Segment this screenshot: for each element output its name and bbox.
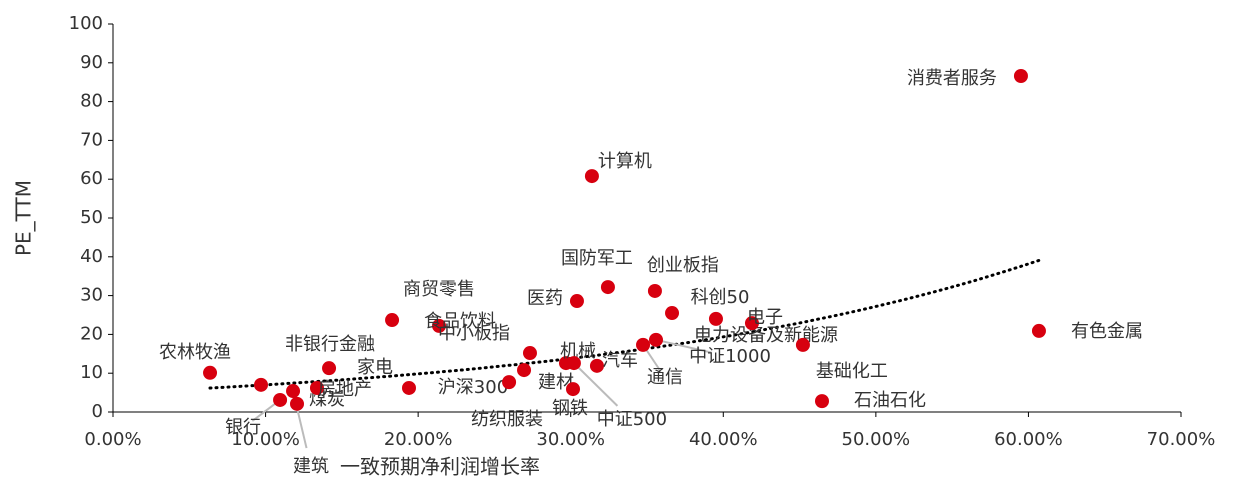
point	[286, 384, 301, 399]
point	[584, 169, 599, 184]
x-tick-label: 60.00%	[994, 429, 1063, 450]
point-label: 建材	[538, 372, 574, 393]
point	[566, 356, 581, 371]
point-label: 石油石化	[854, 390, 926, 411]
y-tick-label: 40	[80, 246, 103, 267]
point-label: 汽车	[602, 350, 638, 371]
point-label: 科创50	[691, 287, 750, 308]
point	[566, 382, 581, 397]
y-axis-title: PE_TTM	[12, 180, 36, 256]
y-tick-label: 0	[92, 401, 103, 422]
point-label: 创业板指	[647, 255, 719, 276]
point	[1013, 68, 1028, 83]
y-tick-label: 50	[80, 207, 103, 228]
x-tick-label: 0.00%	[84, 429, 141, 450]
point-label: 机械	[560, 341, 596, 362]
point-label: 有色金属	[1071, 321, 1143, 342]
point	[522, 346, 537, 361]
x-tick-label: 40.00%	[689, 429, 758, 450]
point-label: 计算机	[598, 151, 652, 172]
point	[253, 377, 268, 392]
point	[1031, 323, 1046, 338]
point-label: 房地产	[318, 379, 372, 400]
leader-line	[655, 338, 712, 354]
point	[744, 316, 759, 331]
point-label: 农林牧渔	[159, 342, 231, 363]
point	[385, 313, 400, 328]
y-tick-label: 10	[80, 362, 103, 383]
x-axis-title: 一致预期净利润增长率	[340, 455, 540, 479]
point-label: 建筑	[293, 456, 329, 477]
point-label: 基础化工	[816, 361, 888, 382]
point-label: 沪深300	[438, 377, 508, 398]
y-tick-label: 60	[80, 168, 103, 189]
point	[502, 375, 517, 390]
point-label: 银行	[225, 417, 261, 438]
x-tick-label: 20.00%	[384, 429, 453, 450]
y-tick-label: 70	[80, 129, 103, 150]
point	[401, 380, 416, 395]
point	[309, 380, 324, 395]
point-label: 非银行金融	[285, 334, 375, 355]
point-label: 纺织服装	[471, 409, 543, 430]
point	[649, 332, 664, 347]
point	[600, 280, 615, 295]
point	[647, 283, 662, 298]
point	[636, 337, 651, 352]
point-label: 中证500	[597, 409, 667, 430]
point	[569, 294, 584, 309]
x-tick-label: 70.00%	[1147, 429, 1216, 450]
point-label: 通信	[647, 367, 683, 388]
x-tick-label: 30.00%	[536, 429, 605, 450]
y-tick-label: 30	[80, 285, 103, 306]
y-tick-label: 20	[80, 323, 103, 344]
point	[795, 337, 810, 352]
y-tick-label: 80	[80, 91, 103, 112]
leader-line	[573, 362, 619, 407]
point	[814, 394, 829, 409]
point	[432, 318, 447, 333]
point	[517, 363, 532, 378]
point-label: 中小板指	[438, 323, 510, 344]
y-tick-label: 90	[80, 52, 103, 73]
point-label: 医药	[527, 288, 563, 309]
point	[589, 358, 604, 373]
x-tick-label: 10.00%	[231, 429, 300, 450]
point	[322, 361, 337, 376]
point-label: 钢铁	[552, 398, 588, 419]
point-label: 食品饮料	[424, 311, 496, 332]
trendline	[208, 258, 1041, 390]
x-tick-label: 50.00%	[842, 429, 911, 450]
point-label: 商贸零售	[403, 279, 475, 300]
point-label: 消费者服务	[907, 68, 997, 89]
point	[290, 396, 305, 411]
point	[273, 392, 288, 407]
point-label: 家电	[357, 357, 393, 378]
y-tick-label: 100	[69, 13, 103, 34]
point-label: 国防军工	[561, 248, 633, 269]
point	[665, 306, 680, 321]
point	[708, 311, 723, 326]
point-label: 电子	[747, 307, 783, 328]
point	[203, 365, 218, 380]
point-label: 中证1000	[689, 346, 771, 367]
